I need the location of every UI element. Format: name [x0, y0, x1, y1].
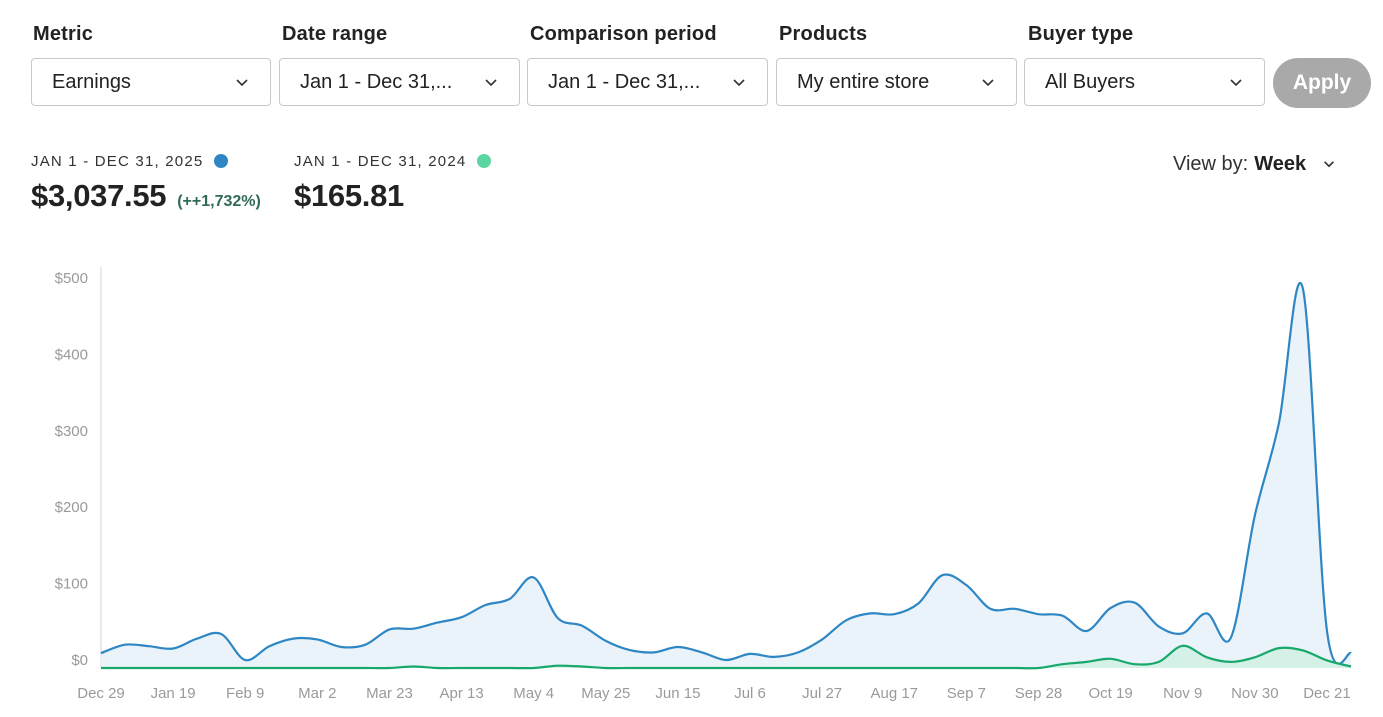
x-tick-label: Aug 17 [870, 685, 918, 702]
series-2024 [100, 644, 1352, 670]
view-by-label: View by: [1173, 152, 1249, 175]
x-tick-label: Mar 2 [298, 685, 336, 702]
series-2025-line [100, 281, 1353, 666]
current-amount-row: $3,037.55 (++1,732%) [31, 178, 261, 214]
view-by-selector[interactable]: View by: Week [1173, 148, 1336, 180]
y-tick-label: $100 [55, 576, 88, 593]
previous-period-row: JAN 1 - DEC 31, 2024 [294, 150, 492, 172]
date-range-select[interactable]: Jan 1 - Dec 31,... [279, 58, 520, 106]
x-tick-label: Dec 21 [1303, 685, 1351, 702]
series-2024-line [100, 644, 1352, 670]
comparison-value: Jan 1 - Dec 31,... [548, 70, 701, 93]
date-range-filter: Date range [280, 20, 387, 48]
chevron-down-icon [733, 79, 745, 87]
metric-label: Metric [33, 23, 94, 45]
products-select[interactable]: My entire store [776, 58, 1017, 106]
change-percent: (++1,732%) [177, 193, 261, 210]
y-tick-label: $500 [55, 270, 88, 287]
x-tick-label: Nov 30 [1231, 685, 1279, 702]
chevron-down-icon [1230, 79, 1242, 87]
current-period-label: JAN 1 - DEC 31, 2025 [31, 152, 204, 170]
comparison-filter: Comparison period [528, 20, 717, 48]
x-tick-label: Jun 15 [655, 685, 700, 702]
date-range-value: Jan 1 - Dec 31,... [300, 70, 453, 93]
comparison-select[interactable]: Jan 1 - Dec 31,... [527, 58, 768, 106]
x-tick-label: Feb 9 [226, 685, 264, 702]
view-by-value: Week [1254, 152, 1307, 175]
y-tick-label: $200 [55, 499, 88, 516]
current-period-summary: JAN 1 - DEC 31, 2025 $3,037.55 (++1,732%… [31, 150, 261, 214]
products-label: Products [779, 23, 868, 45]
products-value: My entire store [797, 70, 930, 93]
y-tick-label: $300 [55, 423, 88, 440]
x-tick-label: Apr 13 [439, 685, 483, 702]
x-tick-label: Jan 19 [151, 685, 196, 702]
previous-amount-row: $165.81 [294, 178, 491, 214]
buyer-type-value: All Buyers [1045, 70, 1136, 93]
buyer-type-label: Buyer type [1028, 23, 1134, 45]
date-range-label: Date range [282, 23, 388, 45]
previous-period-label: JAN 1 - DEC 31, 2024 [294, 152, 467, 170]
current-period-legend-dot [214, 154, 229, 168]
x-tick-label: Mar 23 [366, 685, 413, 702]
chevron-down-icon [1324, 161, 1335, 168]
previous-period-summary: JAN 1 - DEC 31, 2024 $165.81 [294, 150, 492, 214]
earnings-chart: $500 $400 $300 $200 $100 $0 Dec 29 Jan 19 Feb 9 M… [55, 267, 1353, 702]
comparison-label: Comparison period [530, 23, 717, 45]
x-tick-label: Dec 29 [77, 685, 125, 702]
current-amount: $3,037.55 [31, 178, 167, 213]
series-2025 [100, 281, 1353, 668]
y-tick-label: $0 [71, 652, 88, 669]
metric-filter: Metric [31, 20, 93, 48]
chevron-down-icon [485, 79, 497, 87]
x-tick-label: Jul 6 [734, 685, 766, 702]
chevron-down-icon [236, 79, 248, 87]
x-tick-label: Oct 19 [1089, 685, 1133, 702]
x-tick-label: May 25 [581, 685, 630, 702]
buyer-type-select[interactable]: All Buyers [1024, 58, 1265, 106]
series-2025-area [101, 282, 1351, 668]
x-tick-label: Jul 27 [802, 685, 842, 702]
x-tick-label: Sep 28 [1015, 685, 1063, 702]
metric-select[interactable]: Earnings [31, 58, 271, 106]
products-filter: Products [777, 20, 867, 48]
series-2024-area [101, 645, 1351, 669]
current-period-row: JAN 1 - DEC 31, 2025 [31, 150, 261, 172]
chevron-down-icon [982, 79, 994, 87]
previous-amount: $165.81 [294, 178, 404, 213]
metric-value: Earnings [52, 70, 131, 93]
x-tick-label: Nov 9 [1163, 685, 1202, 702]
y-tick-label: $400 [55, 346, 88, 363]
filter-bar: Metric Earnings Date range Jan 1 - Dec 3… [31, 20, 1376, 110]
x-tick-label: Sep 7 [947, 685, 986, 702]
apply-button[interactable]: Apply [1273, 58, 1371, 108]
x-tick-label: May 4 [513, 685, 554, 702]
previous-period-legend-dot [477, 154, 492, 168]
buyer-type-filter: Buyer type [1026, 20, 1133, 48]
